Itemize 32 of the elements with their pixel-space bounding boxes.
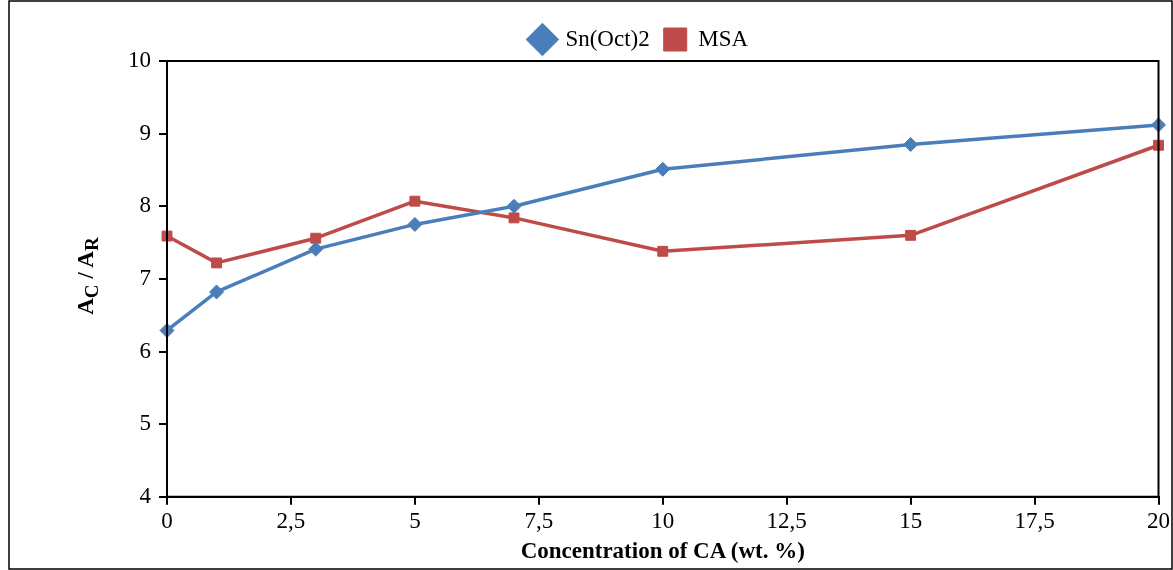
y-tick-label: 7: [139, 264, 151, 290]
y-tick-label: 6: [139, 337, 151, 363]
point: [161, 230, 173, 242]
x-tick-label: 2,5: [276, 507, 306, 533]
y-tick-label: 9: [139, 119, 151, 145]
point: [407, 216, 423, 232]
x-axis-title: Concentration of CA (wt. %): [520, 538, 805, 564]
point: [308, 241, 324, 257]
point: [508, 212, 520, 224]
x-tick-label: 5: [409, 507, 421, 533]
point: [655, 161, 671, 177]
x-tick-label: 0: [161, 507, 173, 533]
x-tick-label: 10: [651, 507, 675, 533]
x-tick-label: 17,5: [1014, 507, 1055, 533]
point: [209, 284, 225, 300]
x-tick-label: 15: [899, 507, 923, 533]
point: [903, 137, 919, 153]
point: [506, 198, 522, 214]
point: [409, 195, 421, 207]
point: [657, 245, 669, 257]
x-tick-label: 20: [1147, 507, 1170, 533]
y-tick-label: 10: [128, 47, 151, 73]
point: [211, 257, 223, 269]
point: [905, 229, 917, 241]
y-tick-label: 4: [139, 482, 152, 508]
x-tick-label: 12,5: [766, 507, 807, 533]
legend-label: MSA: [698, 25, 749, 51]
point: [310, 232, 322, 244]
y-tick-label: 8: [139, 192, 151, 218]
x-tick-label: 7,5: [524, 507, 554, 533]
legend-label: Sn(Oct)2: [565, 25, 650, 51]
y-tick-label: 5: [139, 410, 151, 436]
